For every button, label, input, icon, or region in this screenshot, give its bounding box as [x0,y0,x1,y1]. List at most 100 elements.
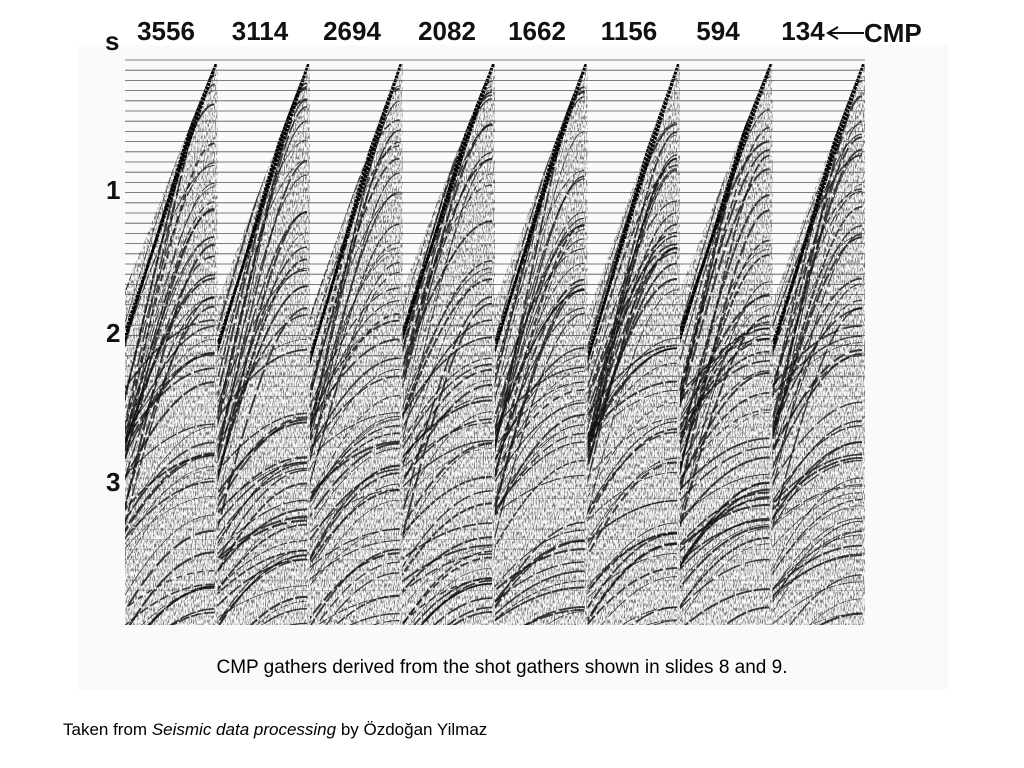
reflection [217,539,308,590]
reflection [402,379,493,469]
reflection [402,582,493,625]
reflection [125,305,215,508]
reflection [217,232,308,507]
reflection [772,477,863,571]
reflection [587,421,678,513]
reflection [402,475,493,536]
reflection [217,348,308,420]
reflection [680,525,770,589]
reflection [680,109,770,363]
reflection [310,319,400,409]
reflection [587,457,678,550]
reflection [217,622,308,625]
reflection [125,611,215,625]
first-break [310,75,392,395]
reflection [310,620,400,625]
reflection [217,554,307,625]
reflection [217,120,308,416]
reflection [217,469,308,563]
reflection [310,440,400,496]
reflection [310,418,400,503]
cmp-label: 594 [696,16,740,46]
reflection [310,252,400,412]
reflection [772,485,863,528]
reflection [772,188,863,355]
reflection [587,243,678,403]
reflection [680,337,770,395]
reflection [587,246,678,447]
reflection [680,517,770,571]
reflection [310,419,400,510]
reflection [125,353,215,457]
reflection [217,499,307,556]
reflection [310,172,400,462]
reflection [310,338,400,425]
cmp-label: 2082 [418,16,476,46]
source-prefix: Taken from [63,720,148,739]
reflection [125,495,215,550]
reflection [495,586,585,622]
reflection [402,151,493,389]
reflection [772,441,863,520]
reflection [495,521,585,609]
reflection [680,536,770,608]
reflection [587,532,677,587]
reflection [217,508,308,573]
reflection [680,496,770,564]
reflection [310,119,400,321]
reflection [495,85,585,402]
reflection [587,262,678,467]
reflection [125,164,215,344]
reflection [402,368,493,465]
source: Taken from Seismic data processing by Öz… [63,720,487,740]
reflection [495,611,585,625]
reflection [772,456,862,511]
reflection [217,515,308,595]
reflection [217,600,308,625]
reflection [217,174,308,429]
reflection [402,556,493,625]
reflection [587,620,677,625]
reflection [217,286,308,473]
reflection [772,233,863,492]
reflection [495,474,585,516]
time-label: 3 [106,467,120,497]
reflection [217,246,308,464]
reflection [587,154,678,453]
reflection [125,381,215,480]
reflection [402,611,493,625]
reflection [125,441,215,522]
cmp-label: 1156 [601,16,657,46]
reflection [680,488,770,569]
reflection [587,347,678,445]
reflection [680,293,770,465]
reflection [495,424,585,505]
reflection [217,554,307,625]
reflection [772,425,863,503]
reflection [680,606,770,625]
reflection [587,606,678,625]
reflection [217,412,308,473]
reflection [772,420,863,509]
source-suffix: by Özdoğan Yilmaz [340,720,488,739]
reflection [310,442,400,518]
reflection [402,443,493,542]
reflection [680,497,770,553]
reflection [587,168,678,431]
reflection [125,243,215,511]
source-title: Seismic data processing [151,720,337,739]
reflection [772,517,863,593]
reflection [680,314,770,529]
reflection [310,357,400,452]
reflection [587,542,678,621]
reflection [495,228,585,504]
reflection [310,464,400,560]
reflection [217,211,308,449]
reflection [680,239,770,472]
cmp-label: 1662 [508,16,566,46]
cmp-label: 2694 [323,16,381,46]
reflection [772,453,862,505]
reflection [772,534,862,591]
reflection [125,551,215,625]
reflection [495,529,585,588]
